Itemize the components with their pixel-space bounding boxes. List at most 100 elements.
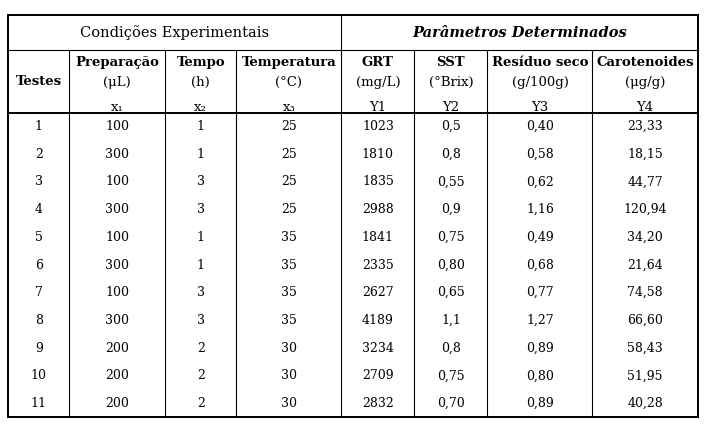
Text: Testes: Testes xyxy=(16,75,62,88)
Text: 0,8: 0,8 xyxy=(441,148,461,161)
Text: 35: 35 xyxy=(281,286,297,299)
Text: 0,75: 0,75 xyxy=(437,369,465,382)
Text: 0,80: 0,80 xyxy=(526,369,554,382)
Text: 35: 35 xyxy=(281,231,297,244)
Text: 100: 100 xyxy=(105,176,129,188)
Text: 0,80: 0,80 xyxy=(437,258,465,272)
Text: 9: 9 xyxy=(35,342,42,354)
Text: 0,75: 0,75 xyxy=(437,231,465,244)
Text: Tempo: Tempo xyxy=(176,56,225,69)
Text: 200: 200 xyxy=(105,369,129,382)
Text: 1810: 1810 xyxy=(362,148,394,161)
Text: Y4: Y4 xyxy=(636,101,654,114)
Text: 74,58: 74,58 xyxy=(627,286,663,299)
Text: (°C): (°C) xyxy=(275,76,302,89)
Text: 0,49: 0,49 xyxy=(526,231,554,244)
Text: 66,60: 66,60 xyxy=(627,314,663,327)
Text: x₁: x₁ xyxy=(111,101,124,114)
Text: 8: 8 xyxy=(35,314,43,327)
Text: 0,77: 0,77 xyxy=(526,286,554,299)
Text: 0,62: 0,62 xyxy=(526,176,554,188)
Text: Y3: Y3 xyxy=(532,101,549,114)
Text: 25: 25 xyxy=(281,148,297,161)
Text: Condições Experimentais: Condições Experimentais xyxy=(80,25,270,40)
Text: 10: 10 xyxy=(31,369,47,382)
Text: Carotenoides: Carotenoides xyxy=(597,56,694,69)
Text: 58,43: 58,43 xyxy=(627,342,663,354)
Text: x₂: x₂ xyxy=(194,101,207,114)
Text: 1: 1 xyxy=(35,120,43,133)
Text: 3: 3 xyxy=(197,203,205,216)
Text: 2335: 2335 xyxy=(362,258,394,272)
Text: 1023: 1023 xyxy=(362,120,394,133)
Text: 2709: 2709 xyxy=(362,369,394,382)
Text: x₃: x₃ xyxy=(282,101,295,114)
Text: 1835: 1835 xyxy=(362,176,394,188)
Text: 25: 25 xyxy=(281,120,297,133)
Text: 0,5: 0,5 xyxy=(441,120,461,133)
Text: 0,89: 0,89 xyxy=(526,397,554,410)
Text: (mg/L): (mg/L) xyxy=(356,76,400,89)
Text: 120,94: 120,94 xyxy=(623,203,666,216)
Text: 2988: 2988 xyxy=(362,203,394,216)
Text: Y1: Y1 xyxy=(369,101,386,114)
Text: 35: 35 xyxy=(281,314,297,327)
Text: 0,65: 0,65 xyxy=(437,286,465,299)
Text: 100: 100 xyxy=(105,120,129,133)
Text: (g/100g): (g/100g) xyxy=(512,76,568,89)
Text: 0,70: 0,70 xyxy=(437,397,465,410)
Text: 3: 3 xyxy=(35,176,43,188)
Text: 3: 3 xyxy=(197,286,205,299)
Text: (μL): (μL) xyxy=(103,76,131,89)
Text: 5: 5 xyxy=(35,231,42,244)
Text: 2832: 2832 xyxy=(362,397,394,410)
Text: 25: 25 xyxy=(281,203,297,216)
Text: 1: 1 xyxy=(197,258,205,272)
Text: (°Brix): (°Brix) xyxy=(429,76,473,89)
Text: GRT: GRT xyxy=(362,56,394,69)
Text: 1841: 1841 xyxy=(362,231,394,244)
Text: 1,16: 1,16 xyxy=(526,203,554,216)
Text: 100: 100 xyxy=(105,286,129,299)
Text: SST: SST xyxy=(436,56,465,69)
Text: 35: 35 xyxy=(281,258,297,272)
Text: 200: 200 xyxy=(105,397,129,410)
Text: 2: 2 xyxy=(197,397,205,410)
Text: Preparação: Preparação xyxy=(75,56,159,69)
Text: Y2: Y2 xyxy=(443,101,460,114)
Text: 300: 300 xyxy=(105,314,129,327)
Text: 51,95: 51,95 xyxy=(627,369,663,382)
Text: 1: 1 xyxy=(197,120,205,133)
Text: Resíduo seco: Resíduo seco xyxy=(491,56,588,69)
Text: 0,55: 0,55 xyxy=(437,176,465,188)
Text: 44,77: 44,77 xyxy=(627,176,663,188)
Text: 0,8: 0,8 xyxy=(441,342,461,354)
Text: 300: 300 xyxy=(105,258,129,272)
Text: Parâmetros Determinados: Parâmetros Determinados xyxy=(412,26,627,40)
Text: 1: 1 xyxy=(197,231,205,244)
Text: 4189: 4189 xyxy=(362,314,394,327)
Text: 1,1: 1,1 xyxy=(441,314,461,327)
Text: 0,58: 0,58 xyxy=(526,148,554,161)
Text: 3: 3 xyxy=(197,314,205,327)
Text: 0,68: 0,68 xyxy=(526,258,554,272)
Text: 0,89: 0,89 xyxy=(526,342,554,354)
Text: 1,27: 1,27 xyxy=(526,314,554,327)
Text: (h): (h) xyxy=(191,76,210,89)
Text: 3234: 3234 xyxy=(362,342,394,354)
Text: Temperatura: Temperatura xyxy=(241,56,336,69)
Text: 7: 7 xyxy=(35,286,42,299)
Text: 2: 2 xyxy=(197,342,205,354)
Text: 30: 30 xyxy=(281,397,297,410)
Text: 3: 3 xyxy=(197,176,205,188)
Text: 300: 300 xyxy=(105,148,129,161)
Text: 30: 30 xyxy=(281,342,297,354)
Text: 34,20: 34,20 xyxy=(627,231,663,244)
Text: 2: 2 xyxy=(197,369,205,382)
Text: 1: 1 xyxy=(197,148,205,161)
Text: (μg/g): (μg/g) xyxy=(625,76,665,89)
Text: 2627: 2627 xyxy=(362,286,394,299)
Text: 30: 30 xyxy=(281,369,297,382)
Text: 6: 6 xyxy=(35,258,43,272)
Text: 25: 25 xyxy=(281,176,297,188)
